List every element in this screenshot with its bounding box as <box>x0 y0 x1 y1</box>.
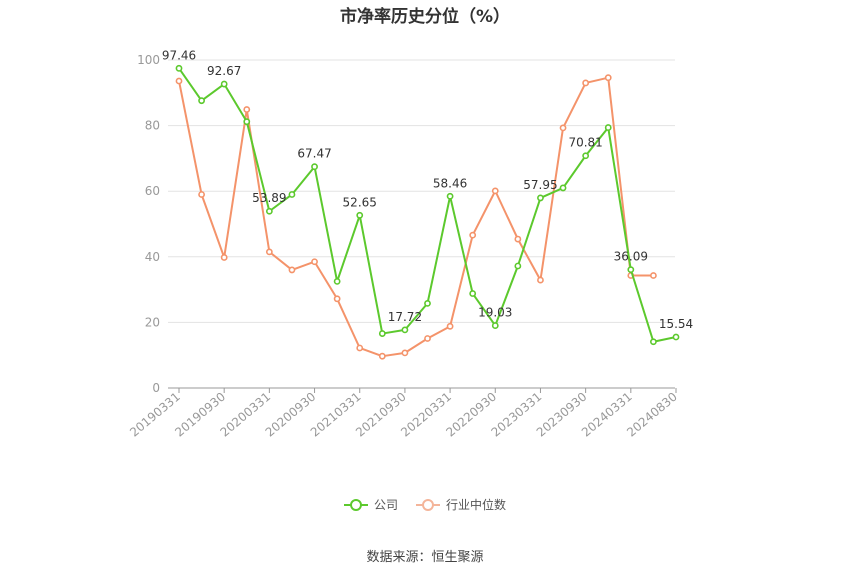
data-point-industry-median <box>604 74 612 82</box>
data-point-industry-median <box>491 187 499 195</box>
data-point-company <box>469 290 477 297</box>
data-point-industry-median <box>514 235 522 243</box>
chart-title: 市净率历史分位（%） <box>339 7 511 27</box>
legend-label-company: 公司 <box>373 498 398 512</box>
data-label: 53.89 <box>252 191 286 205</box>
data-label: 19.03 <box>478 306 512 320</box>
data-point-company <box>604 124 612 131</box>
y-tick-label: 60 <box>145 184 160 198</box>
y-tick-label: 0 <box>152 381 160 395</box>
data-point-industry-median <box>243 106 251 113</box>
data-point-industry-median <box>559 124 567 132</box>
data-point-industry-median <box>582 79 590 87</box>
legend: 公司 行业中位数 <box>0 496 850 513</box>
data-point-company <box>650 338 657 346</box>
y-tick-label: 20 <box>145 315 160 329</box>
data-point-company <box>288 191 296 198</box>
y-tick-label: 80 <box>145 119 160 133</box>
y-tick-label: 40 <box>145 250 160 264</box>
data-point-company <box>627 266 635 274</box>
data-point-company <box>243 118 251 126</box>
data-point-company <box>672 333 680 341</box>
data-point-industry-median <box>537 276 544 284</box>
data-point-company <box>220 80 228 88</box>
series-lines <box>175 64 680 360</box>
data-label: 92.67 <box>207 64 241 78</box>
data-point-company <box>311 163 318 171</box>
legend-item-industry-median[interactable]: 行业中位数 <box>416 496 506 513</box>
legend-item-company[interactable]: 公司 <box>343 496 398 513</box>
data-point-industry-median <box>333 295 341 303</box>
data-label: 15.54 <box>659 317 693 331</box>
data-point-industry-median <box>265 248 273 256</box>
data-point-company <box>537 194 544 202</box>
data-point-industry-median <box>378 352 386 360</box>
data-point-industry-median <box>220 254 228 261</box>
data-point-industry-median <box>311 258 318 266</box>
data-point-company <box>446 192 454 200</box>
data-point-company <box>198 97 205 105</box>
data-point-industry-median <box>424 335 431 342</box>
data-point-industry-median <box>198 191 205 198</box>
data-source-note: 数据来源：恒生聚源 <box>366 550 484 565</box>
data-label: 70.81 <box>568 136 602 150</box>
data-label: 58.46 <box>433 176 467 190</box>
data-point-company <box>401 326 409 334</box>
axes: 0204060801002019033120190930202003312020… <box>127 53 680 440</box>
series-line-industry-median <box>178 76 654 358</box>
data-point-company <box>491 322 499 329</box>
data-point-company <box>356 211 364 219</box>
gridlines <box>168 59 675 323</box>
data-label: 52.65 <box>343 195 377 209</box>
data-point-company <box>333 277 341 285</box>
data-point-company <box>559 184 567 192</box>
data-label: 36.09 <box>614 250 648 264</box>
data-point-industry-median <box>650 272 657 279</box>
data-labels: 97.46 92.67 53.89 67.47 52.65 17.72 58.46 19.03… <box>162 48 693 331</box>
legend-label-industry-median: 行业中位数 <box>446 498 507 512</box>
data-point-industry-median <box>469 231 477 239</box>
data-point-company <box>265 207 273 215</box>
data-point-industry-median <box>288 266 296 274</box>
data-label: 97.46 <box>162 48 196 62</box>
legend-swatch-company <box>343 498 368 512</box>
data-point-industry-median <box>175 77 183 85</box>
data-point-company <box>175 64 183 72</box>
data-point-industry-median <box>401 349 409 357</box>
x-tick-label: 20240830 <box>624 390 680 440</box>
data-point-company <box>514 262 522 270</box>
data-label: 67.47 <box>297 147 331 161</box>
data-label: 17.72 <box>388 310 422 324</box>
data-point-company <box>424 299 431 307</box>
y-tick-label: 100 <box>137 53 160 67</box>
data-point-company <box>378 330 386 337</box>
data-label: 57.95 <box>523 178 557 192</box>
data-point-company <box>582 152 590 160</box>
data-point-industry-median <box>446 322 454 330</box>
legend-swatch-industry-median <box>416 498 440 512</box>
data-point-industry-median <box>356 344 364 352</box>
